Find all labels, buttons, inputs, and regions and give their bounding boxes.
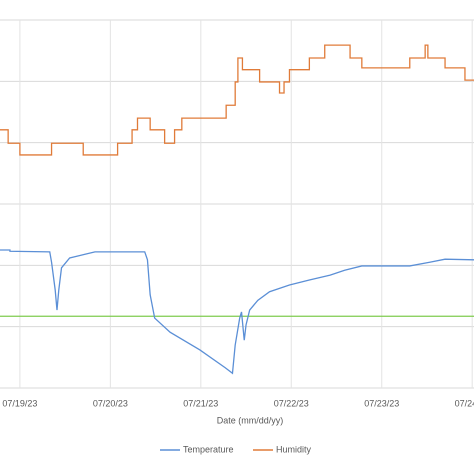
line xyxy=(0,249,474,375)
x-tick-label: 07/20/23 xyxy=(93,398,128,408)
x-tick-label: 07/19/23 xyxy=(2,398,37,408)
legend-label: Temperature xyxy=(183,444,234,454)
x-axis-title: Date (mm/dd/yy) xyxy=(217,415,284,425)
legend-label: Humidity xyxy=(276,444,312,454)
line xyxy=(0,44,474,156)
x-tick-label: 07/24/23 xyxy=(455,398,474,408)
x-tick-label: 07/21/23 xyxy=(183,398,218,408)
x-tick-label: 07/23/23 xyxy=(364,398,399,408)
x-tick-label: 07/22/23 xyxy=(274,398,309,408)
